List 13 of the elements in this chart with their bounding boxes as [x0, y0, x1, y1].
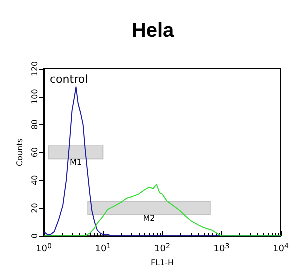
x-axis-title: FL1-H: [150, 258, 174, 268]
chart-title: Hela: [132, 20, 175, 42]
y-tick-label: 100: [30, 89, 40, 104]
y-axis-title: Counts: [16, 138, 24, 167]
band-label: M1: [70, 158, 82, 168]
y-tick-label: 20: [30, 203, 40, 214]
annotation: control: [50, 73, 88, 86]
y-tick-label: 0: [30, 234, 40, 239]
y-tick-label: 40: [30, 175, 40, 186]
y-tick-label: 60: [30, 147, 40, 158]
y-tick-label: 80: [30, 120, 40, 130]
band-label: M2: [143, 214, 156, 223]
y-tick-label: 120: [30, 61, 40, 77]
